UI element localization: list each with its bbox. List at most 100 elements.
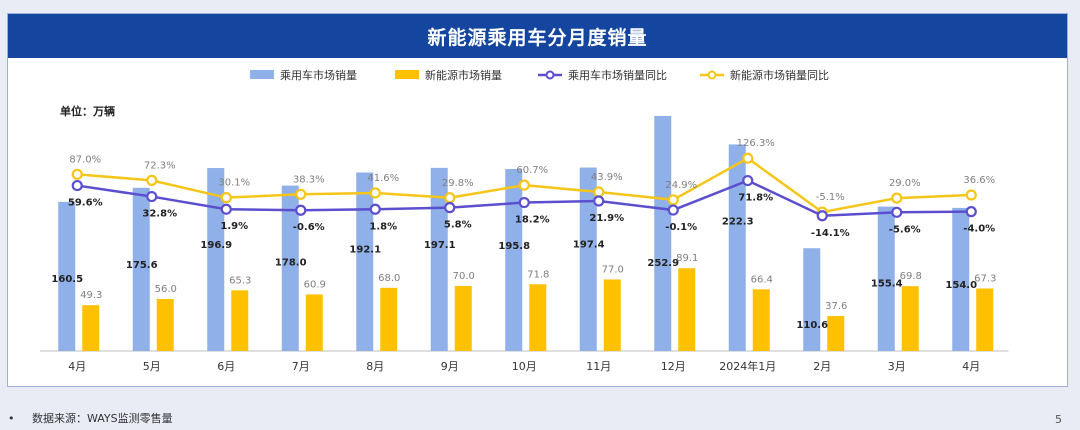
bar-total-6 — [505, 169, 523, 351]
category-label-9: 2024年1月 — [719, 359, 776, 373]
bar-nev-10 — [827, 316, 845, 351]
nev-yoy-label-5: 29.8% — [442, 178, 474, 189]
bar-nev-label-4: 68.0 — [378, 273, 400, 284]
total-yoy-point-3 — [295, 204, 307, 216]
total-yoy-point-5 — [444, 202, 456, 214]
bar-total-1 — [132, 187, 150, 351]
legend-label-1: 新能源市场销量 — [425, 68, 502, 82]
bar-total-label-11: 155.4 — [871, 279, 903, 290]
bar-total-label-10: 110.6 — [796, 320, 828, 331]
nev-yoy-point-11 — [891, 192, 903, 204]
bar-total-label-4: 192.1 — [349, 244, 381, 255]
total-yoy-point-2 — [220, 203, 232, 215]
total-yoy-label-9: 71.8% — [738, 193, 773, 204]
nev-yoy-point-4 — [369, 187, 381, 199]
nev-yoy-label-3: 38.3% — [293, 174, 325, 185]
footer-source-text: 数据来源：WAYS监测零售量 — [31, 412, 173, 425]
total-yoy-point-12 — [965, 206, 977, 218]
bar-total-4 — [356, 172, 374, 351]
bar-total-0 — [58, 201, 76, 351]
bar-nev-label-11: 69.8 — [900, 271, 922, 282]
total-yoy-point-11 — [891, 206, 903, 218]
nev-yoy-label-7: 43.9% — [591, 172, 623, 183]
nev-yoy-label-10: -5.1% — [816, 192, 845, 203]
bar-nev-11 — [901, 286, 919, 351]
bar-nev-1 — [156, 298, 174, 351]
category-label-11: 3月 — [888, 360, 906, 373]
total-yoy-point-7 — [593, 195, 605, 207]
bar-nev-8 — [678, 268, 696, 351]
bar-total-label-8: 252.9 — [647, 258, 679, 269]
nev-yoy-point-6 — [518, 179, 530, 191]
nev-yoy-label-2: 30.1% — [218, 178, 250, 189]
bar-nev-label-12: 67.3 — [974, 273, 996, 284]
bar-nev-4 — [380, 287, 398, 351]
bar-total-label-9: 222.3 — [722, 216, 754, 227]
category-label-4: 8月 — [366, 360, 384, 373]
bar-nev-label-1: 56.0 — [155, 284, 177, 295]
total-yoy-point-10 — [816, 210, 828, 222]
nev-yoy-point-8 — [667, 194, 679, 206]
bar-total-label-0: 160.5 — [51, 274, 83, 285]
nev-yoy-point-2 — [220, 192, 232, 204]
unit-label: 单位：万辆 — [60, 105, 115, 118]
nev-yoy-point-1 — [146, 174, 158, 186]
legend-label-3: 新能源市场销量同比 — [730, 68, 829, 82]
bar-total-label-12: 154.0 — [945, 280, 977, 291]
total-yoy-label-8: -0.1% — [665, 222, 697, 233]
footer-bullet: • — [8, 412, 15, 425]
category-label-7: 11月 — [586, 360, 611, 373]
bar-total-2 — [207, 168, 225, 351]
bar-total-8 — [654, 116, 672, 351]
total-yoy-label-2: 1.9% — [220, 221, 248, 232]
legend-marker-3 — [707, 70, 717, 80]
category-label-2: 6月 — [217, 360, 235, 373]
total-yoy-point-9 — [742, 174, 754, 187]
total-yoy-label-4: 1.8% — [369, 221, 397, 232]
category-label-3: 7月 — [292, 360, 310, 373]
total-yoy-label-12: -4.0% — [963, 224, 995, 235]
bar-total-5 — [430, 167, 448, 351]
nev-yoy-point-9 — [742, 152, 754, 164]
bar-total-7 — [579, 167, 597, 351]
total-yoy-label-0: 59.6% — [68, 198, 103, 209]
bar-nev-label-8: 89.1 — [676, 253, 698, 264]
bar-nev-7 — [603, 279, 621, 351]
total-yoy-label-10: -14.1% — [811, 228, 850, 239]
category-label-12: 4月 — [962, 360, 980, 373]
nev-yoy-label-4: 41.6% — [367, 173, 399, 184]
nev-yoy-point-3 — [295, 188, 307, 200]
bar-nev-label-10: 37.6 — [825, 301, 847, 312]
category-label-0: 4月 — [68, 360, 86, 373]
category-label-8: 12月 — [661, 360, 686, 373]
page-number: 5 — [1055, 413, 1062, 426]
chart-title: 新能源乘用车分月度销量 — [8, 14, 1067, 58]
nev-yoy-label-9: 126.3% — [737, 138, 775, 149]
bar-nev-label-5: 70.0 — [453, 271, 475, 282]
nev-yoy-label-0: 87.0% — [69, 154, 101, 165]
nev-yoy-label-1: 72.3% — [144, 160, 176, 171]
bar-total-label-3: 178.0 — [275, 258, 307, 269]
bar-total-12 — [952, 207, 970, 351]
total-yoy-label-11: -5.6% — [889, 224, 921, 235]
category-label-5: 9月 — [441, 360, 459, 373]
bar-nev-label-7: 77.0 — [602, 264, 624, 275]
total-yoy-label-5: 5.8% — [444, 220, 472, 231]
total-yoy-label-6: 18.2% — [515, 215, 550, 226]
nev-yoy-label-8: 24.9% — [665, 180, 697, 191]
nev-yoy-point-7 — [593, 186, 605, 198]
legend-label-0: 乘用车市场销量 — [280, 68, 357, 82]
total-yoy-point-8 — [667, 204, 679, 216]
legend-marker-2 — [545, 70, 555, 80]
total-yoy-point-1 — [146, 190, 158, 203]
category-label-6: 10月 — [512, 360, 537, 373]
total-yoy-point-4 — [369, 203, 381, 215]
bar-total-11 — [877, 206, 895, 351]
legend-label-2: 乘用车市场销量同比 — [568, 68, 667, 82]
bar-total-label-1: 175.6 — [126, 260, 158, 271]
bar-nev-label-3: 60.9 — [304, 279, 326, 290]
bar-nev-2 — [231, 290, 249, 351]
bar-total-label-7: 197.4 — [573, 240, 605, 251]
bar-nev-label-0: 49.3 — [80, 290, 102, 301]
bar-nev-label-6: 71.8 — [527, 269, 549, 280]
